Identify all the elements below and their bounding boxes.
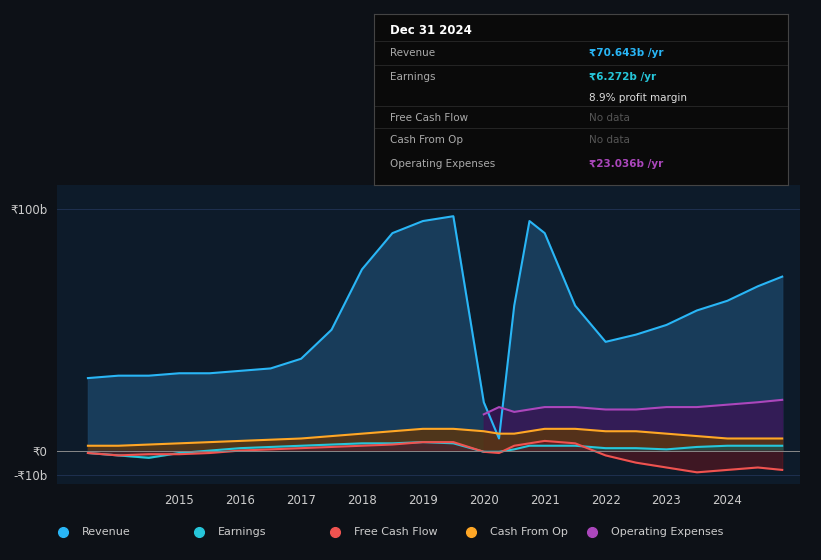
Text: Free Cash Flow: Free Cash Flow [354, 526, 438, 536]
Text: Cash From Op: Cash From Op [490, 526, 567, 536]
Text: Operating Expenses: Operating Expenses [390, 159, 495, 169]
Text: No data: No data [589, 136, 630, 145]
Text: ₹23.036b /yr: ₹23.036b /yr [589, 159, 663, 169]
Text: Free Cash Flow: Free Cash Flow [390, 113, 468, 123]
Text: Cash From Op: Cash From Op [390, 136, 463, 145]
Text: Dec 31 2024: Dec 31 2024 [390, 24, 472, 38]
Text: ₹70.643b /yr: ₹70.643b /yr [589, 48, 663, 58]
Text: Earnings: Earnings [218, 526, 266, 536]
Text: ₹6.272b /yr: ₹6.272b /yr [589, 72, 656, 82]
Text: Earnings: Earnings [390, 72, 436, 82]
Text: 8.9% profit margin: 8.9% profit margin [589, 92, 687, 102]
Text: Operating Expenses: Operating Expenses [611, 526, 723, 536]
Text: Revenue: Revenue [390, 48, 435, 58]
Text: Revenue: Revenue [82, 526, 131, 536]
Text: No data: No data [589, 113, 630, 123]
